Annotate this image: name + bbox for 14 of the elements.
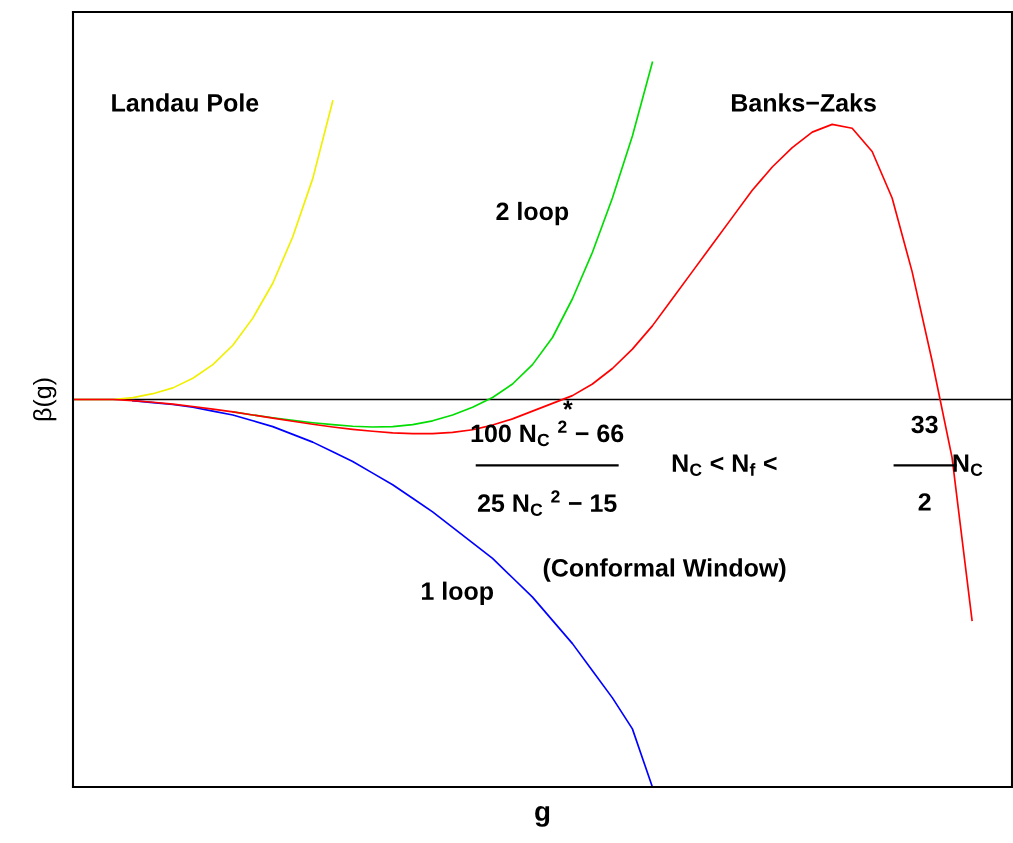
annotation: 2 loop (496, 201, 569, 226)
annotation: 33 (911, 415, 938, 434)
annotation: * (563, 400, 573, 410)
annotation: Banks−Zaks (731, 93, 876, 112)
annotation: 2 (918, 493, 931, 511)
annotation: (Conformal Window) (543, 558, 786, 582)
annotation: 1 loop (422, 581, 494, 605)
annotation: 25 N$_{C}$ $^{2}$ − 15 (477, 490, 617, 516)
annotation: Landau Pole (112, 93, 259, 112)
annotation: 100 N$_{C}$ $^{2}$ − 66 (471, 420, 624, 447)
x-axis-title: g (535, 805, 550, 827)
annotation: N$_{C}$ < N$_{f}$ < (672, 454, 777, 476)
annotation: N$_{C}$ (953, 454, 983, 476)
y-axis-title: β(g) (33, 378, 57, 421)
